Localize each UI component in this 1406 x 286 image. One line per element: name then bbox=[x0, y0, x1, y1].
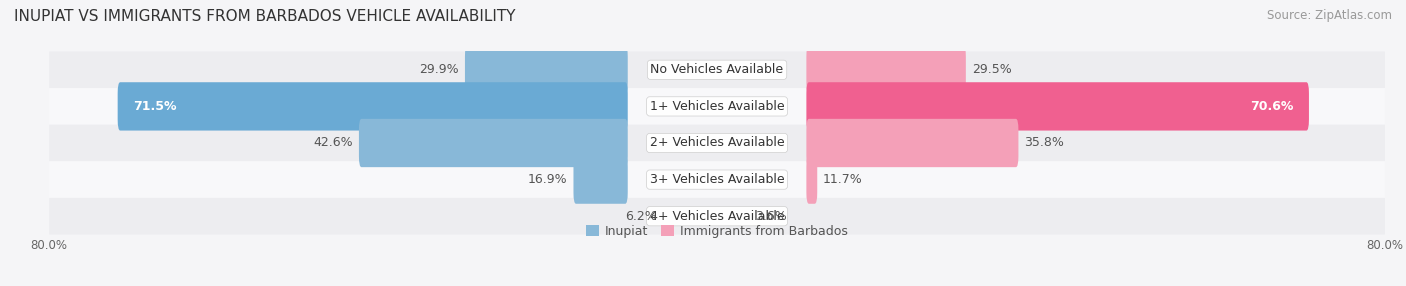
Text: 42.6%: 42.6% bbox=[314, 136, 353, 150]
FancyBboxPatch shape bbox=[807, 82, 1309, 130]
Text: 71.5%: 71.5% bbox=[132, 100, 176, 113]
Text: 4+ Vehicles Available: 4+ Vehicles Available bbox=[650, 210, 785, 223]
FancyBboxPatch shape bbox=[807, 156, 817, 204]
Text: 6.2%: 6.2% bbox=[626, 210, 657, 223]
FancyBboxPatch shape bbox=[49, 161, 1385, 198]
Text: 29.9%: 29.9% bbox=[419, 63, 460, 76]
FancyBboxPatch shape bbox=[49, 88, 1385, 125]
FancyBboxPatch shape bbox=[465, 46, 627, 94]
FancyBboxPatch shape bbox=[49, 51, 1385, 88]
Text: 2+ Vehicles Available: 2+ Vehicles Available bbox=[650, 136, 785, 150]
FancyBboxPatch shape bbox=[49, 198, 1385, 235]
Text: 16.9%: 16.9% bbox=[529, 173, 568, 186]
Legend: Inupiat, Immigrants from Barbados: Inupiat, Immigrants from Barbados bbox=[582, 220, 852, 243]
Text: 35.8%: 35.8% bbox=[1025, 136, 1064, 150]
FancyBboxPatch shape bbox=[807, 119, 1018, 167]
Text: INUPIAT VS IMMIGRANTS FROM BARBADOS VEHICLE AVAILABILITY: INUPIAT VS IMMIGRANTS FROM BARBADOS VEHI… bbox=[14, 9, 516, 23]
FancyBboxPatch shape bbox=[807, 46, 966, 94]
FancyBboxPatch shape bbox=[359, 119, 627, 167]
FancyBboxPatch shape bbox=[118, 82, 627, 130]
Text: 11.7%: 11.7% bbox=[823, 173, 863, 186]
Text: 3+ Vehicles Available: 3+ Vehicles Available bbox=[650, 173, 785, 186]
Text: 1+ Vehicles Available: 1+ Vehicles Available bbox=[650, 100, 785, 113]
FancyBboxPatch shape bbox=[574, 156, 627, 204]
Text: 3.6%: 3.6% bbox=[755, 210, 787, 223]
Text: No Vehicles Available: No Vehicles Available bbox=[651, 63, 783, 76]
FancyBboxPatch shape bbox=[49, 125, 1385, 161]
Text: 29.5%: 29.5% bbox=[972, 63, 1011, 76]
Text: Source: ZipAtlas.com: Source: ZipAtlas.com bbox=[1267, 9, 1392, 21]
Text: 70.6%: 70.6% bbox=[1250, 100, 1294, 113]
